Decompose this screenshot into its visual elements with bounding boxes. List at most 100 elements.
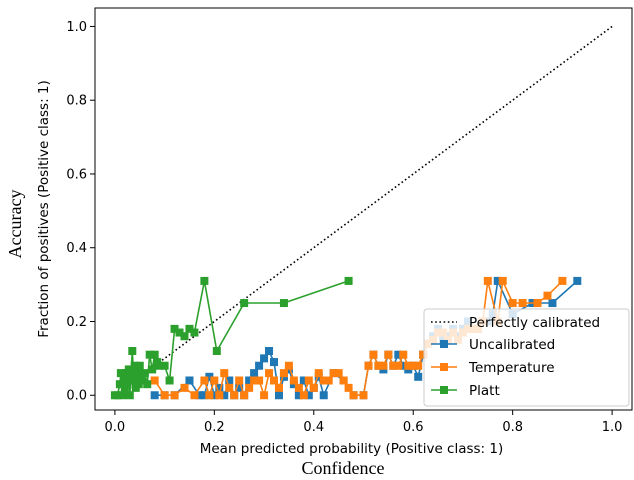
platt-marker: [180, 332, 189, 341]
temperature-marker: [235, 376, 244, 385]
platt-marker: [123, 380, 132, 389]
temperature-marker: [518, 299, 527, 308]
temperature-marker: [170, 391, 179, 400]
confidence-label: Confidence: [302, 458, 385, 478]
uncalibrated-marker: [399, 361, 408, 370]
temperature-marker: [409, 361, 418, 370]
temperature-marker: [205, 391, 214, 400]
temperature-marker: [384, 350, 393, 359]
temperature-marker: [379, 361, 388, 370]
platt-marker: [279, 299, 288, 308]
uncalibrated-marker: [150, 391, 159, 400]
legend-label-platt: Platt: [469, 383, 500, 399]
temperature-marker: [419, 350, 428, 359]
platt-marker: [240, 299, 249, 308]
temperature-marker: [260, 391, 269, 400]
platt-marker: [124, 365, 133, 374]
legend-label-perfectly-calibrated: Perfectly calibrated: [469, 315, 600, 331]
uncalibrated-marker: [255, 361, 264, 370]
temperature-marker: [374, 361, 383, 370]
platt-marker: [150, 350, 159, 359]
uncalibrated-marker: [215, 383, 224, 392]
temperature-marker: [255, 376, 264, 385]
temperature-marker: [150, 376, 159, 385]
platt-marker: [212, 346, 221, 355]
temperature-marker: [304, 376, 313, 385]
uncalibrated-marker: [260, 354, 269, 363]
temperature-marker: [265, 369, 274, 378]
platt-marker: [185, 324, 194, 333]
temperature-marker: [339, 376, 348, 385]
uncalibrated-marker: [250, 369, 259, 378]
temperature-marker: [364, 361, 373, 370]
temperature-marker: [309, 383, 318, 392]
y-tick-label: 1.0: [66, 20, 87, 35]
platt-marker: [160, 361, 169, 370]
y-axis-ticks: 0.0 0.2 0.4 0.6 0.8 1.0: [66, 20, 95, 404]
temperature-marker: [329, 369, 338, 378]
temperature-series: [150, 276, 567, 400]
accuracy-label: Accuracy: [5, 190, 25, 259]
platt-marker: [128, 346, 137, 355]
temperature-marker: [344, 383, 353, 392]
temperature-marker: [404, 361, 413, 370]
temperature-marker: [160, 391, 169, 400]
uncalibrated-marker: [294, 391, 303, 400]
legend-box: [423, 308, 630, 407]
y-tick-label: 0.4: [66, 241, 87, 256]
platt-marker: [190, 328, 199, 337]
temperature-marker: [299, 391, 308, 400]
uncalibrated-marker: [245, 376, 254, 385]
temperature-marker: [289, 376, 298, 385]
temperature-marker: [200, 376, 209, 385]
uncalibrated-marker: [573, 276, 582, 285]
platt-marker: [116, 369, 125, 378]
legend-label-temperature: Temperature: [468, 360, 555, 376]
platt-marker: [125, 391, 134, 400]
uncalibrated-marker: [274, 391, 283, 400]
uncalibrated-marker: [394, 350, 403, 359]
x-tick-label: 0.4: [303, 420, 324, 435]
temperature-marker: [414, 361, 423, 370]
legend: Perfectly calibrated Uncalibrated Temperat…: [423, 308, 630, 407]
temperature-marker: [369, 350, 378, 359]
platt-marker: [143, 380, 152, 389]
platt-marker: [344, 276, 353, 285]
temperature-marker: [359, 391, 368, 400]
platt-marker: [118, 391, 127, 400]
platt-marker: [175, 328, 184, 337]
temperature-marker: [349, 391, 358, 400]
platt-marker: [138, 376, 147, 385]
uncalibrated-marker: [210, 391, 219, 400]
y-tick-label: 0.6: [66, 167, 87, 182]
platt-marker: [165, 376, 174, 385]
x-tick-label: 0.8: [502, 420, 523, 435]
uncalibrated-marker: [548, 299, 557, 308]
uncalibrated-marker: [225, 376, 234, 385]
temperature-marker: [240, 391, 249, 400]
platt-marker: [170, 324, 179, 333]
x-tick-label: 0.6: [403, 420, 424, 435]
temperature-marker: [314, 369, 323, 378]
x-tick-label: 0.0: [105, 420, 126, 435]
x-tick-label: 1.0: [602, 420, 623, 435]
uncalibrated-marker: [414, 372, 423, 381]
temperature-marker: [284, 361, 293, 370]
temperature-marker: [508, 299, 517, 308]
uncalibrated-marker: [205, 372, 214, 381]
temperature-marker: [220, 369, 229, 378]
temperature-marker: [230, 391, 239, 400]
platt-marker: [129, 376, 138, 385]
legend-marker-uncalibrated: [440, 340, 448, 348]
uncalibrated-marker: [185, 376, 194, 385]
legend-marker-temperature: [440, 363, 448, 371]
temperature-marker: [399, 350, 408, 359]
platt-marker: [145, 350, 154, 359]
y-tick-label: 0.8: [66, 94, 87, 109]
platt-marker: [135, 361, 144, 370]
temperature-marker: [180, 383, 189, 392]
y-axis-label: Fraction of positives (Positive class: 1…: [36, 80, 52, 338]
temperature-marker: [250, 376, 259, 385]
temperature-marker: [245, 383, 254, 392]
uncalibrated-marker: [235, 383, 244, 392]
